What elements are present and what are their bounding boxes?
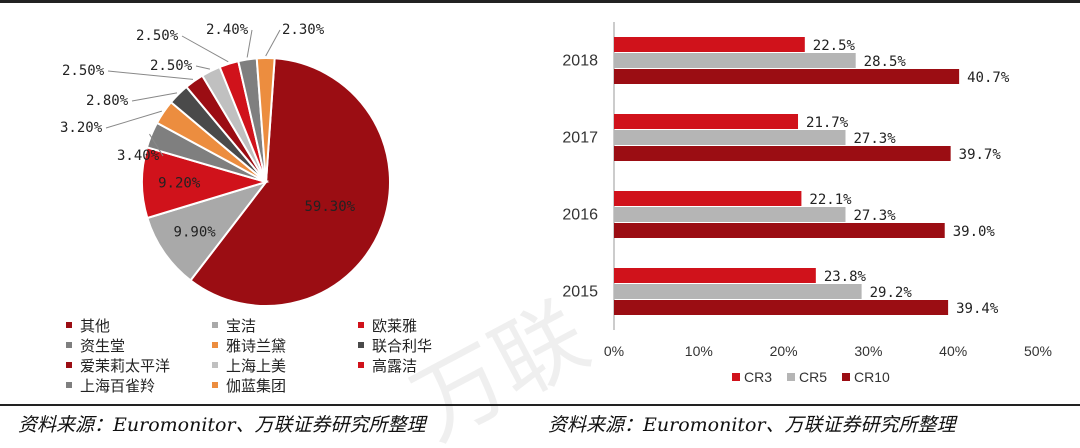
y-tick-label: 2017 [562,130,598,147]
legend-label: CR3 [744,369,772,385]
legend-label: 雅诗兰黛 [226,337,286,355]
legend-label: 爱茉莉太平洋 [80,357,170,375]
legend-label: 宝洁 [226,317,256,335]
bar-cr3-2017 [614,114,799,129]
pie-leader-line [265,29,281,57]
bar-value-label: 39.7% [959,147,1002,163]
legend-swatch-cr10 [842,373,850,381]
bar-value-label: 39.4% [956,301,999,317]
pie-value-label: 2.50% [136,28,179,44]
pie-slice-1 [189,57,391,307]
legend-label: 其他 [80,317,110,335]
bar-cr10-2016 [614,223,945,238]
pie-slice-11 [255,57,276,183]
legend-swatch [212,322,218,328]
legend-swatch [358,362,364,368]
y-tick-label: 2016 [562,207,598,224]
legend-label: 高露洁 [372,357,417,375]
x-tick-label: 10% [685,343,713,359]
bar-value-label: 28.5% [864,54,907,70]
x-tick-label: 0% [604,343,624,359]
legend-label: 上海上美 [226,357,286,375]
bar-cr10-2015 [614,300,949,315]
bar-cr5-2018 [614,53,856,68]
bar-value-label: 29.2% [870,285,913,301]
legend-swatch [66,362,72,368]
legend-swatch [358,322,364,328]
legend-swatch [66,382,72,388]
pie-leader-line [181,35,229,63]
x-tick-label: 30% [854,343,882,359]
bar-cr3-2015 [614,268,816,283]
legend-label: 伽蓝集团 [226,377,286,395]
bar-cr5-2017 [614,130,846,145]
pie-value-label: 9.20% [158,175,201,191]
bar-cr5-2015 [614,284,862,299]
source-note-right: 资料来源：Euromonitor、万联证券研究所整理 [548,414,956,436]
legend-swatch [66,322,72,328]
bar-cr5-2016 [614,207,846,222]
source-note-left: 资料来源：Euromonitor、万联证券研究所整理 [18,414,426,436]
bar-value-label: 27.3% [854,131,897,147]
y-tick-label: 2015 [562,284,598,301]
legend-swatch [212,362,218,368]
pie-leader-line [246,29,253,58]
legend-swatch [66,342,72,348]
legend-label: CR5 [799,369,827,385]
cr-bars: 22.5%28.5%40.7%21.7%27.3%39.7%22.1%27.3%… [614,37,1010,317]
pie-value-label: 3.20% [60,120,103,136]
bar-legend: CR3 CR5 CR10 [732,369,890,385]
legend-label: 联合利华 [372,337,432,355]
pie-value-label: 2.50% [62,63,105,79]
bottom-rule [0,404,1080,406]
pie-value-label: 3.40% [117,148,160,164]
x-tick-label: 20% [770,343,798,359]
pie-value-label: 59.30% [304,199,355,215]
market-share-pie [141,57,391,307]
bar-value-label: 22.5% [813,38,856,54]
top-rule [0,0,1080,3]
bar-value-label: 39.0% [953,224,996,240]
pie-value-label: 2.40% [206,22,249,38]
bar-value-label: 22.1% [809,192,852,208]
bar-cr3-2016 [614,191,802,206]
bar-cr10-2018 [614,69,960,84]
legend-label: CR10 [854,369,890,385]
pie-leader-line [195,65,211,70]
y-tick-label: 2018 [562,53,598,70]
pie-leader-line [131,92,178,102]
legend-swatch [358,342,364,348]
x-tick-label: 50% [1024,343,1052,359]
pie-value-label: 2.30% [282,22,325,38]
pie-value-label: 2.80% [86,93,129,109]
legend-swatch [212,342,218,348]
pie-labels: 59.30% 9.90% 9.20% 3.40% 3.20% 2.80% 2.50% 2.50… [60,22,356,240]
bar-value-label: 23.8% [824,269,867,285]
pie-value-label: 2.50% [150,58,193,74]
legend-swatch-cr3 [732,373,740,381]
bar-value-label: 40.7% [967,70,1010,86]
bar-value-label: 21.7% [806,115,849,131]
bar-cr3-2018 [614,37,805,52]
pie-value-label: 9.90% [174,224,217,240]
legend-label: 资生堂 [80,337,125,355]
pie-leader-line [107,70,194,80]
pie-leader-line [105,110,162,129]
legend-label: 上海百雀羚 [80,377,155,395]
pie-slice-2 [146,180,269,282]
bar-value-label: 27.3% [854,208,897,224]
bar-axis: 0% 10% 20% 30% 40% 50% 2018 2017 2016 2015 [562,22,1052,359]
legend-swatch [212,382,218,388]
pie-leader-line [149,133,164,157]
bar-cr10-2017 [614,146,951,161]
legend-swatch-cr5 [787,373,795,381]
x-tick-label: 40% [939,343,967,359]
legend-label: 欧莱雅 [372,317,417,335]
